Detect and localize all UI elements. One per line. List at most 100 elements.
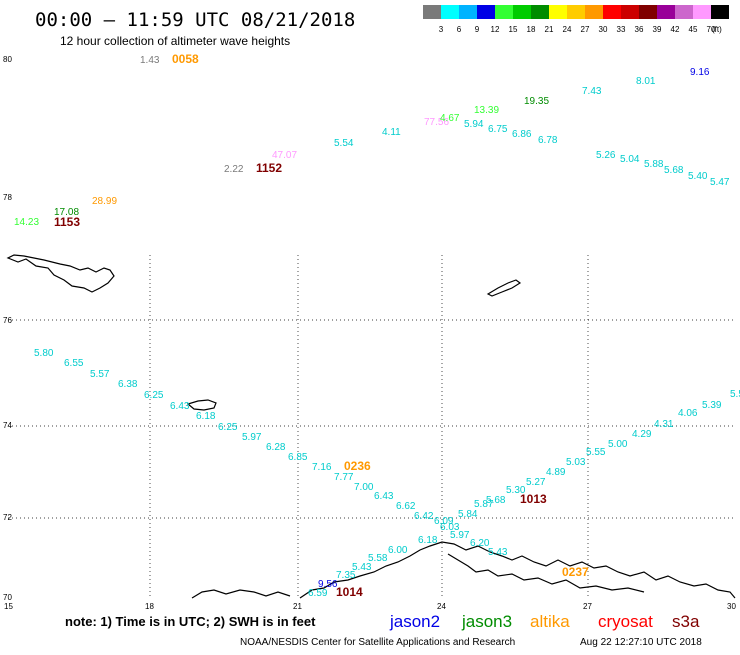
- wave-height-label: 17.08: [54, 207, 79, 218]
- wave-height-label: 6.09: [434, 516, 454, 527]
- wave-height-label: 5.5: [730, 389, 740, 400]
- wave-height-label: 4.89: [546, 467, 566, 478]
- wave-height-label: 6.62: [396, 501, 416, 512]
- colorbar-unit: (ft): [712, 25, 722, 34]
- wave-height-label: 6.59: [308, 588, 328, 599]
- wave-height-label: 5.43: [488, 547, 508, 558]
- lat-label-74: 74: [3, 421, 12, 430]
- wave-height-label: 6.86: [512, 129, 532, 140]
- axis-labels: 80 78 76 74 72 70 15 18 21 24 27 30: [3, 55, 736, 611]
- wave-height-label: 5.30: [506, 485, 526, 496]
- colorbar-tick-label: 27: [581, 25, 590, 34]
- lat-label-80: 80: [3, 55, 12, 64]
- wave-height-label: 5.27: [526, 477, 546, 488]
- svalbard-coast: [6, 254, 115, 293]
- wave-height-label: 5.97: [242, 432, 262, 443]
- legend-cryosat: cryosat: [598, 612, 653, 631]
- lon-label-15: 15: [4, 602, 13, 611]
- pass-time-label: 0236: [344, 459, 371, 473]
- pass-time-label: 1152: [256, 161, 282, 175]
- wave-height-label: 13.39: [474, 105, 499, 116]
- wave-height-label: 6.78: [538, 135, 558, 146]
- wave-height-label: 7.00: [354, 482, 374, 493]
- pass-time-label: 1153: [54, 215, 80, 229]
- wave-height-label: 47.07: [272, 150, 297, 161]
- wave-height-label: 7.43: [582, 86, 602, 97]
- colorbar-swatch: [621, 5, 639, 19]
- map-subtitle: 12 hour collection of altimeter wave hei…: [60, 34, 290, 48]
- colorbar-swatch: [657, 5, 675, 19]
- lat-label-76: 76: [3, 316, 12, 325]
- colorbar-tick-label: 15: [509, 25, 518, 34]
- wave-height-label: 5.88: [644, 159, 664, 170]
- pass-time-label: 0058: [172, 52, 199, 66]
- wave-height-label: 7.35: [336, 570, 356, 581]
- map-title: 00:00 – 11:59 UTC 08/21/2018: [35, 9, 355, 31]
- colorbar-swatch: [639, 5, 657, 19]
- wave-height-label: 77.56: [424, 117, 449, 128]
- wave-height-label: 5.43: [352, 562, 372, 573]
- wave-height-label: 6.85: [288, 452, 308, 463]
- colorbar-tick-label: 36: [635, 25, 644, 34]
- legend-jason3: jason3: [461, 612, 512, 631]
- wave-height-label: 5.04: [620, 154, 640, 165]
- legend-jason2: jason2: [389, 612, 440, 631]
- colorbar-tick-label: 30: [599, 25, 608, 34]
- wave-height-label: 5.68: [486, 495, 506, 506]
- colorbar-tick-label: 33: [617, 25, 626, 34]
- footer-timestamp: Aug 22 12:27:10 UTC 2018: [580, 637, 702, 648]
- colorbar-tick-label: 12: [491, 25, 500, 34]
- pass-time-label: 1014: [336, 585, 363, 599]
- colorbar-tick-label: 70: [707, 25, 716, 34]
- norway-islands-west: [191, 589, 291, 599]
- wave-height-label: 2.22: [224, 164, 244, 175]
- footer-credit: NOAA/NESDIS Center for Satellite Applica…: [240, 637, 515, 648]
- legend-s3a: s3a: [672, 612, 700, 631]
- lat-label-78: 78: [3, 193, 12, 202]
- wave-height-label: 5.54: [334, 138, 354, 149]
- norway-coast: [299, 541, 736, 599]
- wave-height-label: 8.01: [636, 76, 656, 87]
- wave-height-label: 5.68: [664, 165, 684, 176]
- wave-height-label: 4.31: [654, 419, 674, 430]
- colorbar-swatch: [531, 5, 549, 19]
- bjornoya-island: [186, 399, 217, 411]
- wave-height-label: 28.99: [92, 196, 117, 207]
- wave-height-label: 6.43: [170, 401, 190, 412]
- lon-label-30: 30: [727, 602, 736, 611]
- wave-height-label: 19.35: [524, 96, 549, 107]
- wave-height-label: 5.26: [596, 150, 616, 161]
- wave-height-label: 14.23: [14, 217, 39, 228]
- colorbar-swatch: [675, 5, 693, 19]
- wave-height-label: 6.20: [470, 538, 490, 549]
- wave-height-label: 1.43: [140, 55, 160, 66]
- wave-height-label: 6.38: [118, 379, 138, 390]
- colorbar-tick-label: 21: [545, 25, 554, 34]
- wave-height-label: 4.67: [440, 113, 460, 124]
- colorbar-tick-label: 42: [671, 25, 680, 34]
- wave-height-label: 6.18: [418, 535, 438, 546]
- colorbar-swatch: [549, 5, 567, 19]
- colorbar-tick-label: 3: [439, 25, 444, 34]
- wave-height-label: 4.29: [632, 429, 652, 440]
- colorbar-legend: 3 6 9 12 15 18 21 24 27 30 33 36 39 42 45 70(ft): [423, 5, 729, 34]
- wave-height-label: 6.75: [488, 124, 508, 135]
- colorbar-swatch: [477, 5, 495, 19]
- lon-label-21: 21: [293, 602, 302, 611]
- wave-height-label: 6.28: [266, 442, 286, 453]
- wave-height-label: 5.39: [702, 400, 722, 411]
- wave-height-label: 5.00: [608, 439, 628, 450]
- wave-height-label: 6.43: [374, 491, 394, 502]
- wave-height-label: 4.11: [382, 127, 401, 138]
- colorbar-swatch: [567, 5, 585, 19]
- wave-height-label: 7.16: [312, 462, 332, 473]
- colorbar-swatch: [603, 5, 621, 19]
- satellite-tracks: 1.43 2.22 47.07 77.564.67 13.39 19.35 9.16 17.0…: [14, 52, 740, 599]
- lon-label-27: 27: [583, 602, 592, 611]
- wave-height-label: 6.03: [440, 522, 460, 533]
- wave-height-label: 6.25: [218, 422, 238, 433]
- colorbar-tick-label: 9: [475, 25, 480, 34]
- wave-height-label: 6.25: [144, 390, 164, 401]
